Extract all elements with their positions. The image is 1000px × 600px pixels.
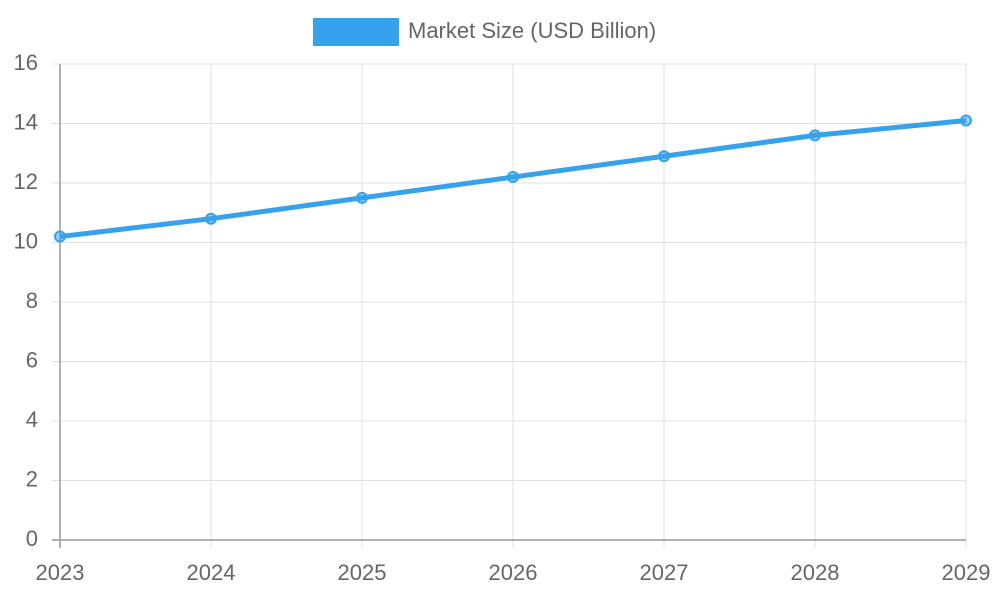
x-tick-label: 2024 (187, 560, 236, 585)
data-point (205, 212, 217, 225)
y-tick-label: 4 (26, 407, 38, 432)
x-tick-label: 2028 (791, 560, 840, 585)
legend-label: Market Size (USD Billion) (408, 18, 656, 43)
x-tick-label: 2027 (640, 560, 689, 585)
data-point (507, 171, 519, 184)
x-tick-label: 2026 (489, 560, 538, 585)
y-tick-label: 14 (14, 109, 38, 134)
data-point (356, 191, 368, 204)
data-point (54, 230, 66, 243)
y-tick-label: 12 (14, 169, 38, 194)
x-tick-label: 2029 (942, 560, 991, 585)
legend-swatch (313, 18, 399, 46)
y-tick-label: 16 (14, 50, 38, 75)
x-tick-label: 2023 (36, 560, 85, 585)
data-point (809, 129, 821, 142)
y-tick-label: 6 (26, 347, 38, 372)
y-tick-label: 0 (26, 526, 38, 551)
data-point (960, 114, 972, 127)
y-tick-label: 8 (26, 288, 38, 313)
y-tick-label: 10 (14, 228, 38, 253)
data-point (658, 150, 670, 163)
y-tick-label: 2 (26, 466, 38, 491)
x-tick-label: 2025 (338, 560, 387, 585)
